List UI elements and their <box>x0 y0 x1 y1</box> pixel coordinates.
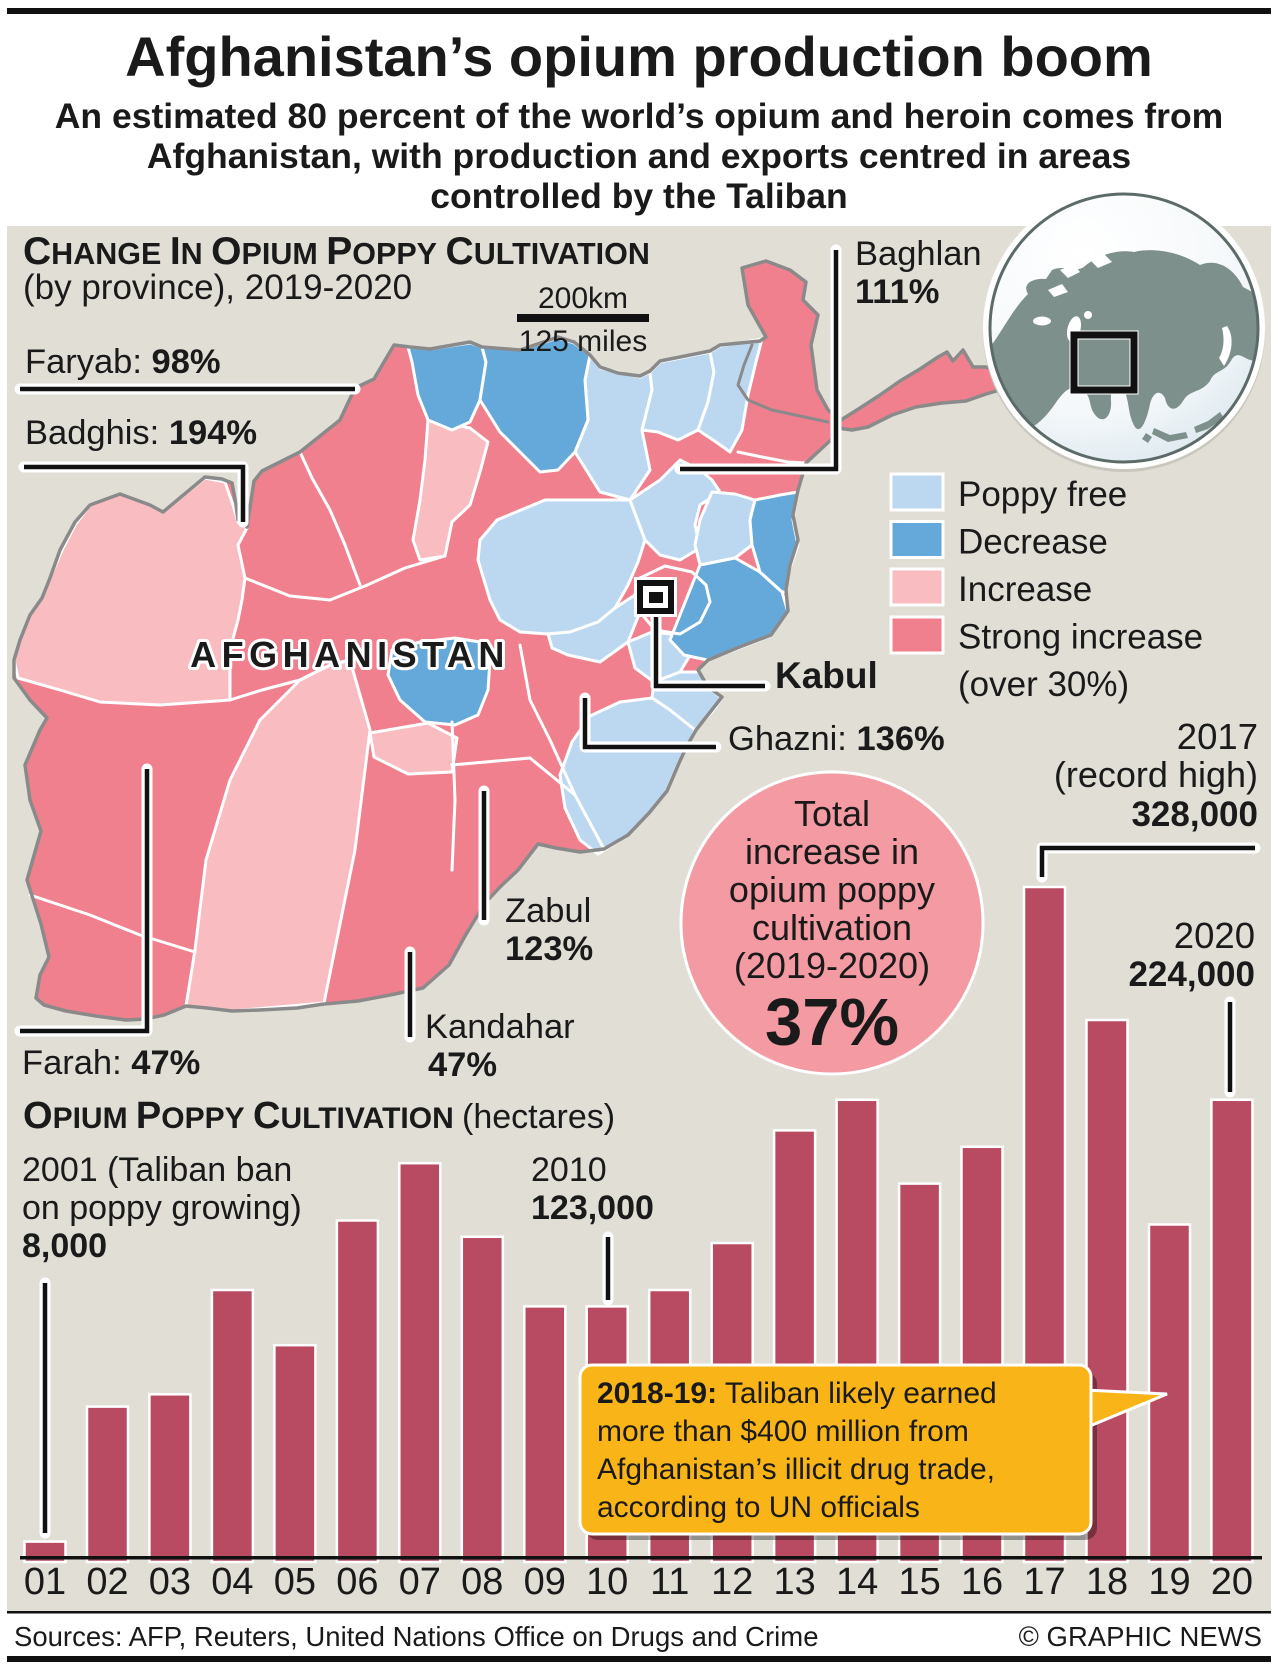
svg-text:Ghazni: 136%: Ghazni: 136% <box>728 720 945 758</box>
svg-text:(hectares): (hectares) <box>462 1098 615 1136</box>
svg-text:14: 14 <box>836 1561 878 1603</box>
svg-text:200km: 200km <box>538 282 628 315</box>
svg-text:07: 07 <box>399 1561 441 1603</box>
svg-text:10: 10 <box>586 1561 628 1603</box>
svg-text:08: 08 <box>461 1561 503 1603</box>
svg-text:05: 05 <box>274 1561 316 1603</box>
svg-text:cultivation: cultivation <box>752 907 912 948</box>
svg-text:increase in: increase in <box>745 831 919 872</box>
svg-text:CHANGE IN OPIUM POPPY CULTIVAT: CHANGE IN OPIUM POPPY CULTIVATION <box>23 230 658 273</box>
svg-text:2010: 2010 <box>531 1151 607 1189</box>
svg-text:13: 13 <box>773 1561 815 1603</box>
svg-text:Increase: Increase <box>958 570 1092 609</box>
svg-text:01: 01 <box>24 1561 66 1603</box>
svg-text:224,000: 224,000 <box>1128 955 1255 994</box>
svg-text:(2019-2020): (2019-2020) <box>734 945 930 986</box>
svg-text:16: 16 <box>961 1561 1003 1603</box>
svg-text:OPIUM POPPY CULTIVATION: OPIUM POPPY CULTIVATION <box>23 1095 462 1137</box>
svg-text:04: 04 <box>211 1561 253 1603</box>
svg-text:Kandahar: Kandahar <box>425 1008 575 1046</box>
svg-text:2017: 2017 <box>1177 716 1258 757</box>
svg-text:Badghis: 194%: Badghis: 194% <box>25 414 257 452</box>
svg-text:8,000: 8,000 <box>22 1227 107 1265</box>
svg-text:328,000: 328,000 <box>1131 795 1258 834</box>
svg-text:Afghanistan, with production a: Afghanistan, with production and exports… <box>147 136 1131 176</box>
svg-text:18: 18 <box>1086 1561 1128 1603</box>
svg-text:123,000: 123,000 <box>531 1189 654 1227</box>
svg-text:47%: 47% <box>428 1046 497 1084</box>
svg-text:AFGHANISTAN: AFGHANISTAN <box>190 634 510 675</box>
svg-text:Afghanistan’s opium production: Afghanistan’s opium production boom <box>125 25 1153 88</box>
svg-text:according to UN officials: according to UN officials <box>597 1491 920 1524</box>
svg-text:© GRAPHIC NEWS: © GRAPHIC NEWS <box>1019 1621 1262 1652</box>
svg-text:Baghlan: Baghlan <box>855 235 982 273</box>
svg-text:Kabul: Kabul <box>775 655 878 696</box>
svg-text:11: 11 <box>650 1561 689 1603</box>
svg-text:2001 (Taliban ban: 2001 (Taliban ban <box>22 1151 292 1189</box>
svg-text:Sources: AFP, Reuters, United: Sources: AFP, Reuters, United Nations Of… <box>14 1621 819 1652</box>
svg-text:on poppy growing): on poppy growing) <box>22 1189 302 1227</box>
svg-text:Poppy free: Poppy free <box>958 475 1127 514</box>
svg-text:111%: 111% <box>855 273 939 311</box>
svg-text:Farah: 47%: Farah: 47% <box>22 1044 200 1082</box>
svg-text:123%: 123% <box>505 930 593 968</box>
svg-text:opium poppy: opium poppy <box>729 869 935 910</box>
svg-text:19: 19 <box>1148 1561 1190 1603</box>
svg-text:Total: Total <box>794 793 870 834</box>
svg-text:Faryab: 98%: Faryab: 98% <box>25 343 221 381</box>
svg-text:02: 02 <box>86 1561 128 1603</box>
svg-text:Zabul: Zabul <box>505 892 591 930</box>
svg-text:Strong increase: Strong increase <box>958 618 1203 657</box>
svg-text:15: 15 <box>898 1561 940 1603</box>
svg-text:2020: 2020 <box>1174 915 1255 956</box>
svg-text:(record high): (record high) <box>1054 754 1258 795</box>
svg-text:12: 12 <box>711 1561 753 1603</box>
svg-text:17: 17 <box>1023 1561 1065 1603</box>
svg-text:03: 03 <box>149 1561 191 1603</box>
svg-text:controlled by the Taliban: controlled by the Taliban <box>430 176 848 216</box>
svg-text:125 miles: 125 miles <box>519 325 647 358</box>
svg-text:Decrease: Decrease <box>958 523 1108 562</box>
svg-text:06: 06 <box>336 1561 378 1603</box>
svg-text:09: 09 <box>524 1561 566 1603</box>
svg-text:37%: 37% <box>765 985 899 1060</box>
svg-text:2018-19: Taliban likely earned: 2018-19: Taliban likely earned <box>597 1377 997 1410</box>
svg-text:Afghanistan’s illicit drug tra: Afghanistan’s illicit drug trade, <box>597 1453 995 1486</box>
svg-text:20: 20 <box>1211 1561 1253 1603</box>
svg-text:(over 30%): (over 30%) <box>958 665 1129 704</box>
svg-text:(by province), 2019-2020: (by province), 2019-2020 <box>23 268 412 307</box>
svg-text:An estimated 80 percent of the: An estimated 80 percent of the world’s o… <box>55 96 1223 136</box>
svg-text:more than $400 million from: more than $400 million from <box>597 1415 969 1448</box>
